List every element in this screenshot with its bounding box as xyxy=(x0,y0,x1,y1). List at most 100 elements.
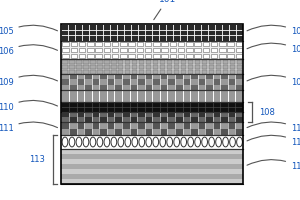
FancyBboxPatch shape xyxy=(104,65,110,69)
FancyBboxPatch shape xyxy=(160,60,165,64)
Ellipse shape xyxy=(209,137,214,147)
Bar xyxy=(107,74,114,79)
FancyBboxPatch shape xyxy=(170,48,176,52)
Text: 105: 105 xyxy=(0,25,58,36)
Text: 108: 108 xyxy=(260,108,275,117)
FancyBboxPatch shape xyxy=(120,48,127,52)
FancyBboxPatch shape xyxy=(104,60,110,64)
FancyBboxPatch shape xyxy=(79,42,85,46)
Bar xyxy=(213,85,220,90)
FancyBboxPatch shape xyxy=(76,65,82,69)
FancyBboxPatch shape xyxy=(95,48,102,52)
Bar xyxy=(61,112,243,122)
Bar xyxy=(137,117,145,122)
Text: 114: 114 xyxy=(247,135,300,147)
Text: 107: 107 xyxy=(247,75,300,87)
FancyBboxPatch shape xyxy=(111,65,116,69)
FancyBboxPatch shape xyxy=(137,42,143,46)
Bar xyxy=(61,102,243,112)
Text: 115: 115 xyxy=(247,160,300,171)
FancyBboxPatch shape xyxy=(230,70,235,74)
Bar xyxy=(228,85,236,90)
FancyBboxPatch shape xyxy=(62,42,69,46)
Bar xyxy=(190,79,198,85)
FancyBboxPatch shape xyxy=(153,48,160,52)
Bar xyxy=(122,117,130,122)
FancyBboxPatch shape xyxy=(188,70,193,74)
FancyBboxPatch shape xyxy=(112,42,118,46)
Bar xyxy=(99,122,107,129)
FancyBboxPatch shape xyxy=(194,42,201,46)
FancyBboxPatch shape xyxy=(76,70,82,74)
FancyBboxPatch shape xyxy=(87,54,94,58)
Ellipse shape xyxy=(118,137,124,147)
FancyBboxPatch shape xyxy=(125,70,130,74)
Bar xyxy=(190,112,198,117)
FancyBboxPatch shape xyxy=(71,48,77,52)
Bar xyxy=(205,79,213,85)
FancyBboxPatch shape xyxy=(120,54,127,58)
Ellipse shape xyxy=(139,137,145,147)
FancyBboxPatch shape xyxy=(216,60,221,64)
FancyBboxPatch shape xyxy=(186,54,193,58)
FancyBboxPatch shape xyxy=(236,48,242,52)
FancyBboxPatch shape xyxy=(211,42,217,46)
FancyBboxPatch shape xyxy=(128,42,135,46)
Bar xyxy=(198,117,205,122)
Bar xyxy=(152,85,160,90)
FancyBboxPatch shape xyxy=(128,54,135,58)
FancyBboxPatch shape xyxy=(139,70,144,74)
Bar xyxy=(198,85,205,90)
Ellipse shape xyxy=(111,137,117,147)
FancyBboxPatch shape xyxy=(237,70,242,74)
Bar xyxy=(175,112,182,117)
FancyBboxPatch shape xyxy=(237,60,242,64)
FancyBboxPatch shape xyxy=(120,42,127,46)
Bar xyxy=(236,112,243,117)
FancyBboxPatch shape xyxy=(111,70,116,74)
FancyBboxPatch shape xyxy=(186,42,193,46)
FancyBboxPatch shape xyxy=(95,54,102,58)
FancyBboxPatch shape xyxy=(167,60,172,64)
FancyBboxPatch shape xyxy=(219,48,226,52)
FancyBboxPatch shape xyxy=(83,65,88,69)
Ellipse shape xyxy=(62,137,68,147)
Bar xyxy=(182,85,190,90)
Bar xyxy=(175,79,182,85)
Text: 104: 104 xyxy=(247,43,300,54)
FancyBboxPatch shape xyxy=(111,60,116,64)
FancyBboxPatch shape xyxy=(167,65,172,69)
Text: 101: 101 xyxy=(154,0,176,20)
Bar xyxy=(213,74,220,79)
FancyBboxPatch shape xyxy=(194,48,201,52)
FancyBboxPatch shape xyxy=(71,42,77,46)
FancyBboxPatch shape xyxy=(62,70,68,74)
FancyBboxPatch shape xyxy=(118,65,124,69)
Ellipse shape xyxy=(69,137,75,147)
Bar xyxy=(69,122,76,129)
Bar xyxy=(152,129,160,135)
Bar xyxy=(130,112,137,117)
Ellipse shape xyxy=(174,137,179,147)
FancyBboxPatch shape xyxy=(153,60,158,64)
Bar xyxy=(92,129,99,135)
FancyBboxPatch shape xyxy=(69,70,75,74)
FancyBboxPatch shape xyxy=(160,65,165,69)
Bar xyxy=(220,122,228,129)
FancyBboxPatch shape xyxy=(170,54,176,58)
FancyBboxPatch shape xyxy=(118,70,124,74)
Bar xyxy=(160,112,167,117)
Bar xyxy=(61,59,243,74)
FancyBboxPatch shape xyxy=(170,42,176,46)
Bar xyxy=(175,122,182,129)
FancyBboxPatch shape xyxy=(211,54,217,58)
Bar xyxy=(107,117,114,122)
FancyBboxPatch shape xyxy=(153,65,158,69)
FancyBboxPatch shape xyxy=(161,54,168,58)
Ellipse shape xyxy=(160,137,166,147)
Bar xyxy=(167,74,175,79)
FancyBboxPatch shape xyxy=(83,70,88,74)
FancyBboxPatch shape xyxy=(128,48,135,52)
FancyBboxPatch shape xyxy=(195,70,200,74)
FancyBboxPatch shape xyxy=(95,42,102,46)
